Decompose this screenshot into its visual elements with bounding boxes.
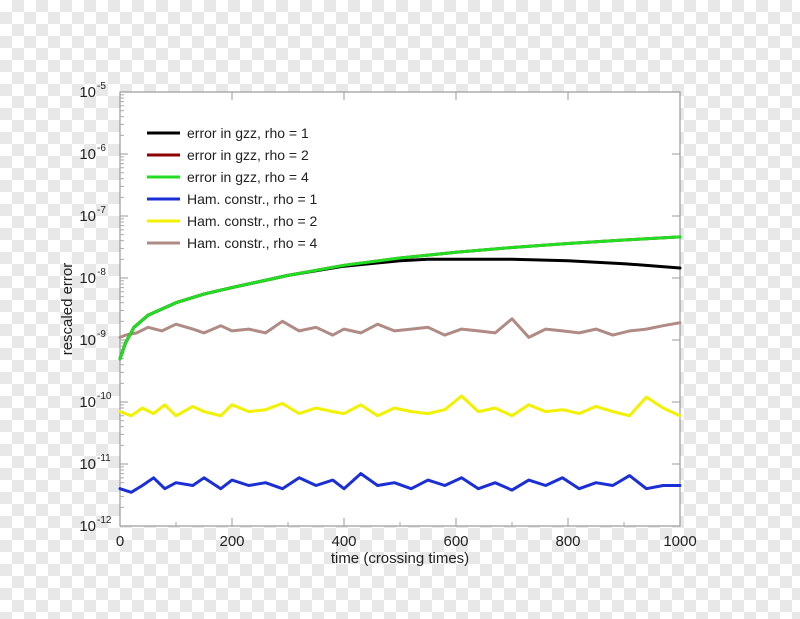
legend-label: error in gzz, rho = 2: [187, 147, 309, 163]
legend-label: error in gzz, rho = 1: [187, 125, 309, 141]
y-axis-label: rescaled error: [59, 263, 76, 356]
y-tick-exponent: -8: [97, 267, 106, 278]
y-tick-exponent: -10: [97, 391, 112, 402]
legend-label: Ham. constr., rho = 2: [187, 213, 318, 229]
x-tick-label: 600: [443, 533, 468, 550]
x-tick-label: 0: [116, 533, 124, 550]
series-line-5: [118, 394, 682, 418]
x-axis-ticks: 0 200 400 600 800 1000: [116, 92, 697, 550]
y-tick-label: 10: [79, 518, 96, 535]
y-tick-label: 10: [79, 456, 96, 473]
x-axis-label: time (crossing times): [331, 550, 469, 567]
x-tick-label: 400: [331, 533, 356, 550]
x-tick-label: 800: [555, 533, 580, 550]
y-tick-label: 10: [79, 394, 96, 411]
y-tick-exponent: -5: [97, 81, 106, 92]
x-tick-label: 1000: [663, 533, 696, 550]
series-layer: [118, 235, 682, 494]
y-tick-label: 10: [79, 270, 96, 287]
legend-label: error in gzz, rho = 4: [187, 169, 309, 185]
y-tick-exponent: -6: [97, 143, 106, 154]
legend: error in gzz, rho = 1 error in gzz, rho =…: [147, 125, 318, 251]
y-tick-label: 10: [79, 332, 96, 349]
y-tick-label: 10: [79, 146, 96, 163]
y-tick-exponent: -7: [97, 205, 106, 216]
plot-frame: [119, 91, 681, 527]
y-tick-label: 10: [79, 208, 96, 225]
series-line-3: [118, 235, 682, 361]
legend-label: Ham. constr., rho = 1: [187, 191, 318, 207]
y-tick-label: 10: [79, 84, 96, 101]
x-tick-label: 200: [219, 533, 244, 550]
series-line-4: [118, 472, 682, 494]
legend-label: Ham. constr., rho = 4: [187, 235, 318, 251]
series-line-6: [118, 317, 682, 339]
y-tick-exponent: -12: [97, 515, 112, 526]
y-tick-exponent: -11: [97, 453, 111, 464]
y-tick-exponent: -9: [97, 329, 106, 340]
